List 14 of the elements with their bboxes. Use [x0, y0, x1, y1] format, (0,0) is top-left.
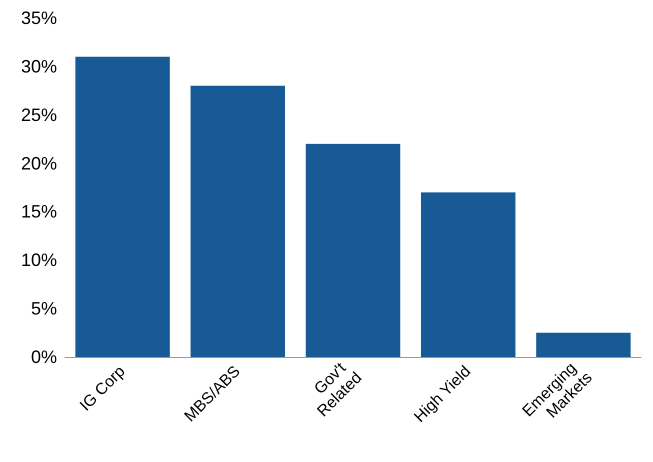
y-tick-label: 0%: [30, 347, 57, 367]
bar: [306, 144, 400, 357]
bar: [536, 332, 631, 357]
y-tick-label: 5%: [30, 298, 57, 319]
y-tick-label: 35%: [20, 8, 57, 28]
y-tick-label: 25%: [20, 104, 57, 125]
x-tick-label: IG Corp: [77, 362, 129, 415]
bar: [420, 192, 516, 357]
y-tick-label: 15%: [20, 202, 57, 222]
bar: [190, 86, 286, 357]
bar: [75, 56, 170, 357]
y-tick-label: 20%: [20, 153, 57, 174]
y-tick-label: 10%: [20, 250, 57, 270]
y-tick-label: 30%: [20, 56, 57, 76]
